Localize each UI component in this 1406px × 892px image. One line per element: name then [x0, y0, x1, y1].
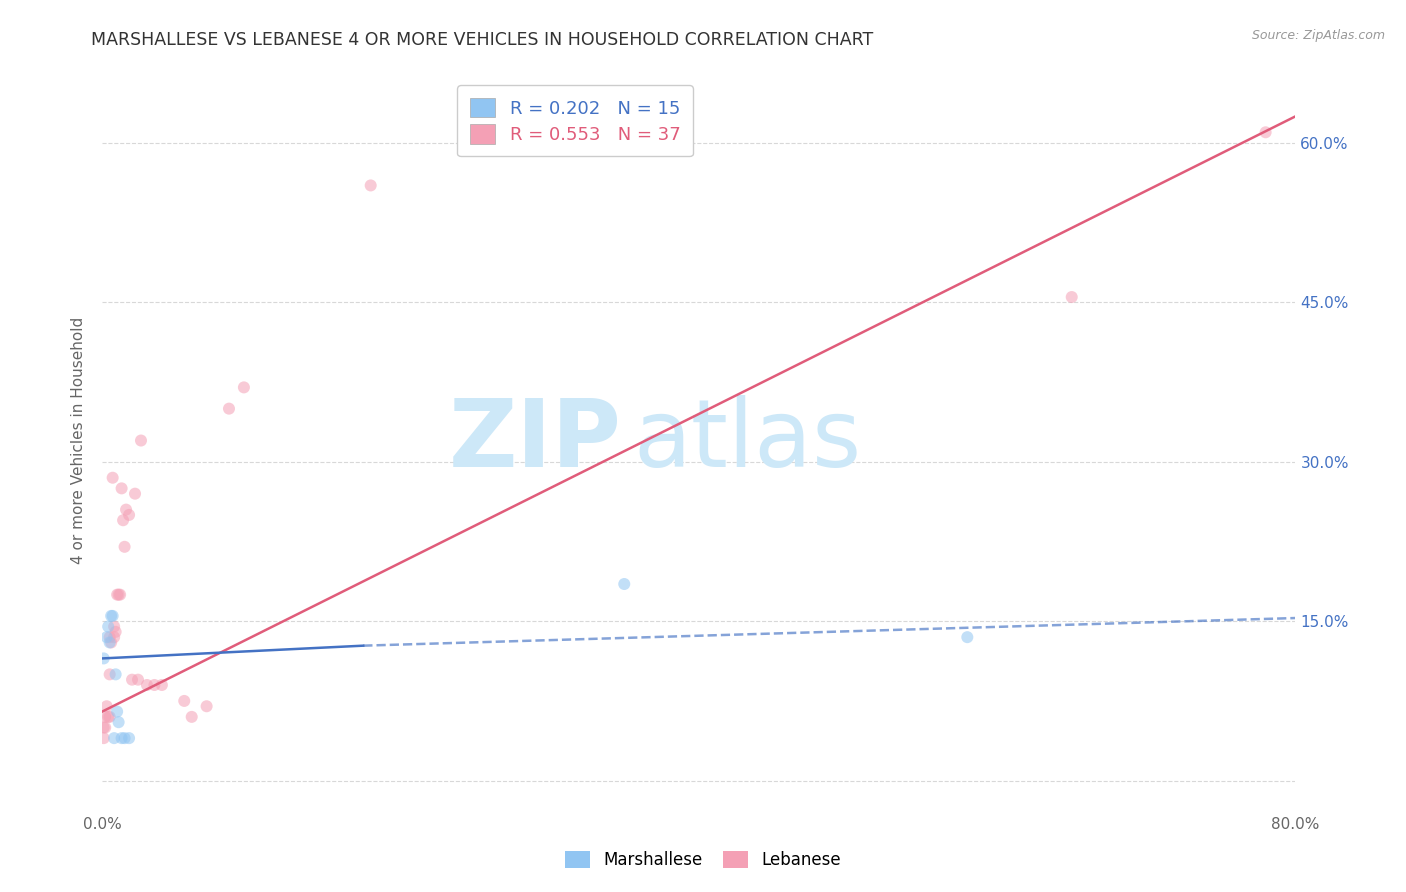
Point — [121, 673, 143, 687]
Point — [108, 588, 131, 602]
Point — [100, 608, 122, 623]
Point — [114, 731, 136, 746]
Point — [127, 673, 149, 687]
Point — [143, 678, 166, 692]
Point — [114, 540, 136, 554]
Point — [101, 608, 124, 623]
Point — [118, 731, 141, 746]
Point — [101, 471, 124, 485]
Point — [956, 630, 979, 644]
Point — [100, 635, 122, 649]
Point — [104, 624, 127, 639]
Y-axis label: 4 or more Vehicles in Household: 4 or more Vehicles in Household — [72, 317, 86, 564]
Point — [94, 721, 117, 735]
Point — [124, 486, 146, 500]
Point — [136, 678, 159, 692]
Point — [96, 699, 118, 714]
Point — [150, 678, 173, 692]
Point — [98, 630, 121, 644]
Point — [93, 651, 115, 665]
Point — [103, 630, 125, 644]
Point — [129, 434, 152, 448]
Point — [94, 710, 117, 724]
Point — [98, 710, 121, 724]
Point — [360, 178, 382, 193]
Point — [98, 667, 121, 681]
Point — [173, 694, 195, 708]
Point — [613, 577, 636, 591]
Text: MARSHALLESE VS LEBANESE 4 OR MORE VEHICLES IN HOUSEHOLD CORRELATION CHART: MARSHALLESE VS LEBANESE 4 OR MORE VEHICL… — [91, 31, 873, 49]
Point — [104, 667, 127, 681]
Point — [107, 715, 129, 730]
Point — [97, 619, 120, 633]
Legend: Marshallese, Lebanese: Marshallese, Lebanese — [555, 841, 851, 880]
Point — [110, 731, 132, 746]
Point — [107, 588, 129, 602]
Point — [115, 502, 138, 516]
Point — [98, 635, 121, 649]
Point — [112, 513, 135, 527]
Point — [1060, 290, 1083, 304]
Text: ZIP: ZIP — [449, 394, 621, 486]
Point — [232, 380, 254, 394]
Point — [103, 731, 125, 746]
Point — [93, 731, 115, 746]
Point — [195, 699, 218, 714]
Point — [93, 721, 115, 735]
Point — [105, 588, 128, 602]
Point — [180, 710, 202, 724]
Legend: R = 0.202   N = 15, R = 0.553   N = 37: R = 0.202 N = 15, R = 0.553 N = 37 — [457, 85, 693, 156]
Point — [96, 630, 118, 644]
Text: Source: ZipAtlas.com: Source: ZipAtlas.com — [1251, 29, 1385, 42]
Point — [118, 508, 141, 522]
Point — [218, 401, 240, 416]
Point — [1254, 125, 1277, 139]
Point — [105, 705, 128, 719]
Point — [97, 710, 120, 724]
Text: atlas: atlas — [633, 394, 862, 486]
Point — [103, 619, 125, 633]
Point — [110, 481, 132, 495]
